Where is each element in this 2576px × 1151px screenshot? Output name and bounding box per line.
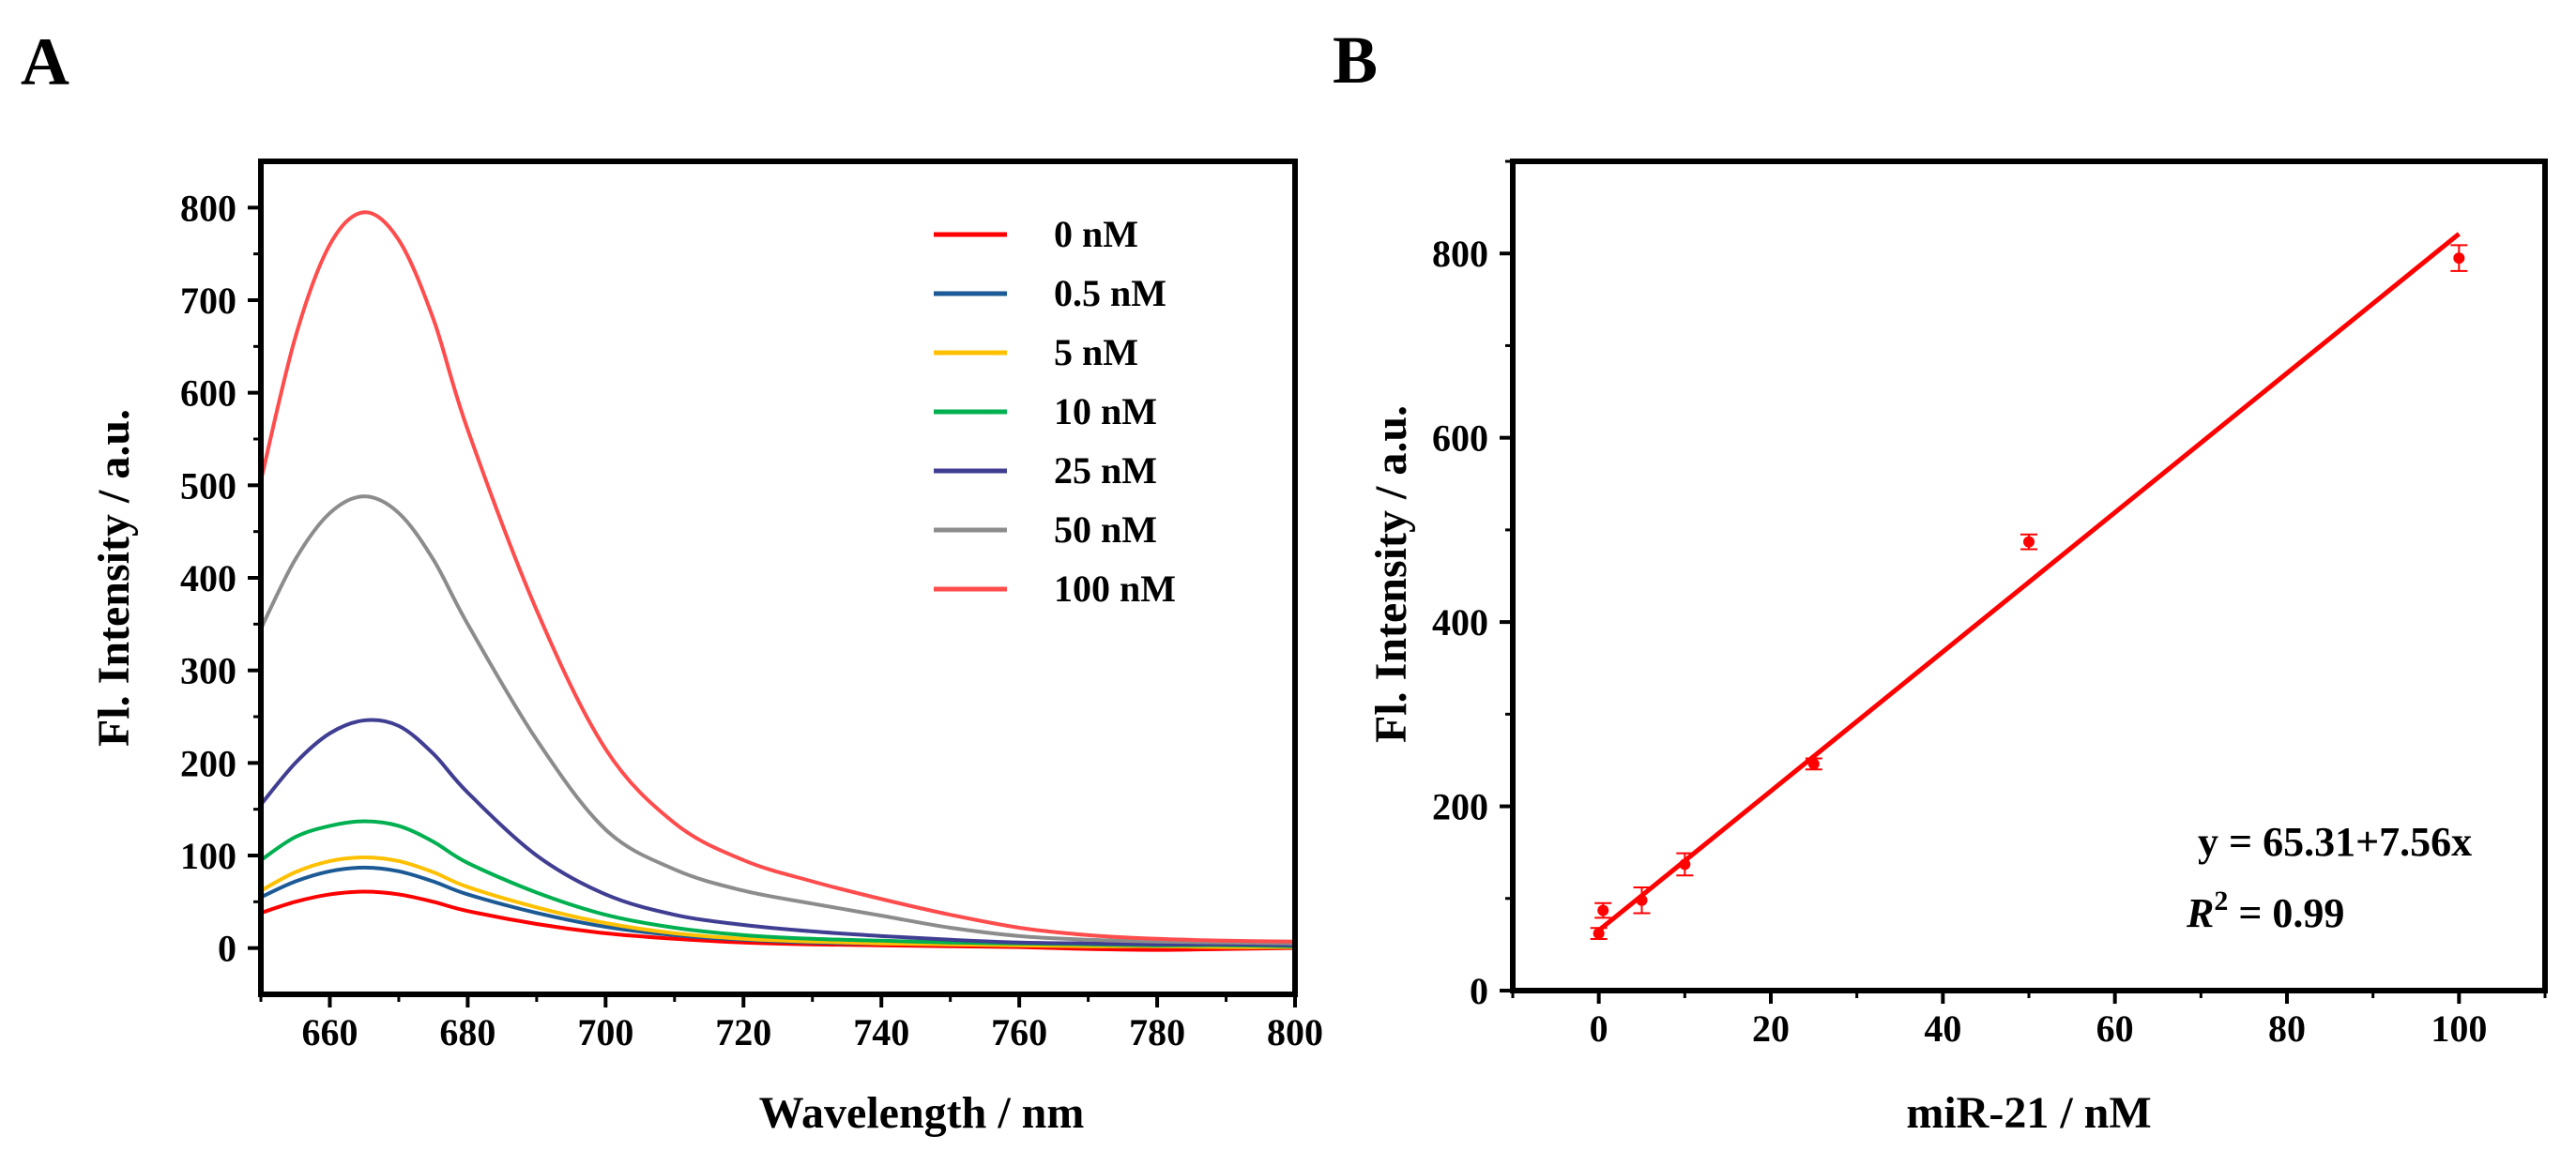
spectra-y-tick-label: 0 xyxy=(218,928,236,970)
calibration-x-tick-label: 20 xyxy=(1752,1007,1790,1050)
calibration-plot-frame xyxy=(1510,159,2548,993)
panel-label-a: A xyxy=(21,24,69,99)
data-point xyxy=(1597,904,1609,916)
calibration-x-tick-label: 60 xyxy=(2096,1007,2134,1050)
spectrum-line-0-nM xyxy=(260,889,1296,952)
calibration-y-tick-label: 200 xyxy=(1432,786,1488,828)
r-squared-value: = 0.99 xyxy=(2228,890,2344,936)
calibration-axis-ticks: 0 20 40 60 80 100 0 200 400 600 800 xyxy=(1432,159,2547,1050)
spectra-y-tick-label: 200 xyxy=(180,742,236,784)
fit-equation: y = 65.31+7.56x xyxy=(2198,819,2472,865)
legend-label: 25 nM xyxy=(1054,449,1157,492)
calibration-chart: 0 20 40 60 80 100 0 200 400 600 800 miR-21 / nM Fl… xyxy=(1366,159,2548,1138)
linear-fit-line xyxy=(1597,232,2461,932)
r-squared-symbol: R xyxy=(2186,890,2214,936)
spectra-y-tick-label: 500 xyxy=(180,464,236,507)
data-point xyxy=(1636,894,1648,906)
spectra-series-group xyxy=(259,210,1296,952)
data-point xyxy=(1679,858,1691,871)
spectra-y-tick-label: 100 xyxy=(180,835,236,877)
legend-label: 50 nM xyxy=(1054,508,1157,551)
legend-label: 100 nM xyxy=(1054,568,1176,610)
spectra-y-tick-label: 700 xyxy=(180,280,236,322)
spectra-y-tick-label: 300 xyxy=(180,650,236,692)
calibration-y-axis-title: Fl. Intensity / a.u. xyxy=(1366,405,1416,743)
calibration-y-tick-label: 600 xyxy=(1432,417,1488,460)
legend-label: 5 nM xyxy=(1054,331,1138,373)
calibration-y-tick-label: 800 xyxy=(1432,233,1488,275)
data-point xyxy=(2453,252,2465,265)
calibration-y-tick-label: 0 xyxy=(1470,970,1488,1012)
spectra-x-tick-label: 700 xyxy=(577,1011,633,1053)
spectra-plot-frame xyxy=(258,159,1298,997)
spectra-x-tick-label: 660 xyxy=(301,1011,358,1053)
calibration-x-tick-label: 100 xyxy=(2431,1007,2487,1050)
calibration-x-tick-label: 40 xyxy=(1924,1007,1961,1050)
spectra-legend: 0 nM 0.5 nM 5 nM 10 nM 25 nM 50 nM 100 nM xyxy=(934,213,1176,610)
spectrum-line-25-nM xyxy=(259,718,1296,947)
spectra-x-tick-label: 780 xyxy=(1129,1011,1185,1053)
calibration-x-tick-label: 0 xyxy=(1590,1007,1608,1050)
spectra-y-tick-label: 800 xyxy=(180,187,236,229)
calibration-x-axis-title: miR-21 / nM xyxy=(1906,1088,2151,1138)
data-point xyxy=(2023,536,2035,548)
r-squared-superscript: 2 xyxy=(2214,886,2228,916)
spectra-chart: 660 680 700 720 740 760 780 800 0 100 200 300 400 500… xyxy=(89,159,1323,1138)
spectra-y-tick-label: 600 xyxy=(180,372,236,415)
panel-label-b: B xyxy=(1333,23,1378,98)
legend-label: 0.5 nM xyxy=(1054,272,1166,314)
spectrum-line-0-5-nM xyxy=(260,865,1296,949)
data-point xyxy=(1807,758,1820,770)
spectra-y-tick-label: 400 xyxy=(180,557,236,599)
spectra-x-tick-label: 760 xyxy=(991,1011,1047,1053)
spectra-x-tick-label: 740 xyxy=(853,1011,909,1053)
spectra-x-tick-label: 800 xyxy=(1267,1011,1323,1053)
calibration-y-tick-label: 400 xyxy=(1432,601,1488,644)
legend-label: 10 nM xyxy=(1054,390,1157,432)
spectra-x-tick-label: 680 xyxy=(439,1011,495,1053)
spectrum-line-50-nM xyxy=(259,494,1296,946)
calibration-fit-group xyxy=(1597,232,2461,932)
calibration-points-group xyxy=(1590,244,2468,940)
data-point xyxy=(1593,928,1605,940)
spectra-y-axis-title: Fl. Intensity / a.u. xyxy=(89,409,139,747)
r-squared-label: R2 = 0.99 xyxy=(2186,886,2344,936)
spectra-x-axis-title: Wavelength / nm xyxy=(759,1088,1085,1138)
calibration-x-tick-label: 80 xyxy=(2268,1007,2306,1050)
spectrum-line-100-nM xyxy=(259,210,1296,944)
legend-label: 0 nM xyxy=(1054,213,1138,255)
spectra-x-tick-label: 720 xyxy=(715,1011,771,1053)
spectra-axis-ticks: 660 680 700 720 740 760 780 800 0 100 200 300 400 500… xyxy=(180,187,1323,1053)
